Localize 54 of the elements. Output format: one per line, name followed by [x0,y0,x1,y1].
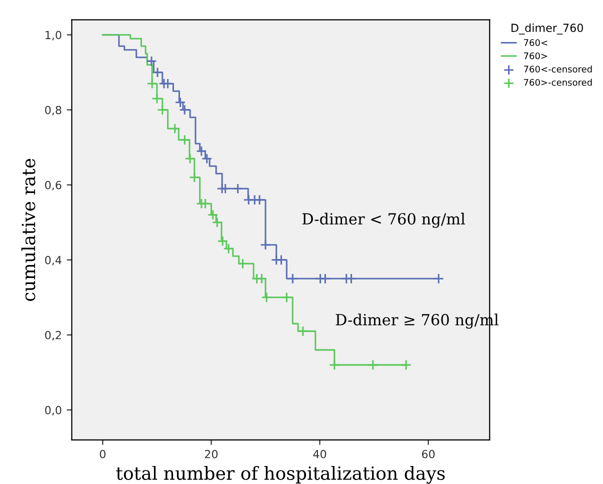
point [196,146,207,157]
x-tick-label: 60 [422,450,435,458]
point [156,104,168,116]
point [179,104,190,116]
legend-label: 760> [524,52,548,60]
x-axis-title: total number of hospitalization days [116,466,445,484]
point [232,183,244,194]
y-tick-label: 0,2 [45,330,61,340]
y-axis-title: cumulative rate [21,158,36,302]
point [174,96,186,108]
point [329,360,340,370]
point [298,326,308,337]
legend-label: 760<-censored [524,66,592,73]
point [261,292,272,303]
point [146,56,157,67]
point [169,123,180,134]
y-tick-label: 0,8 [45,106,62,116]
point [260,239,271,250]
point [212,216,223,228]
point [256,273,268,284]
point [400,360,412,370]
point [179,134,190,146]
x-tick-label: 20 [204,450,218,458]
point [237,258,248,270]
point [146,78,158,90]
point [162,78,174,90]
point [433,273,444,284]
x-tick-label: 0 [100,450,106,458]
point [254,194,265,206]
annotation: D-dimer < 760 ng/ml [302,212,465,228]
point [207,209,218,220]
point [346,273,357,284]
point [217,236,228,247]
point [287,273,298,284]
point [152,66,163,78]
point [152,93,162,104]
point [220,183,231,194]
y-tick-label: 0,6 [45,180,62,190]
y-tick-label: 0,4 [45,256,62,266]
point [281,292,292,303]
point [200,198,211,210]
y-tick-label: 1,0 [46,30,62,40]
point [320,273,331,284]
y-tick-label: 0,0 [45,406,62,416]
point [184,153,196,164]
legend-label: 760< [524,39,548,46]
point [201,153,212,164]
point [223,243,234,254]
point [188,172,200,183]
legend-label: 760>-censored [524,78,592,86]
point [276,254,287,266]
point [368,360,378,370]
legend-title: D_dimer_760 [512,23,583,35]
x-tick-label: 40 [313,450,326,458]
